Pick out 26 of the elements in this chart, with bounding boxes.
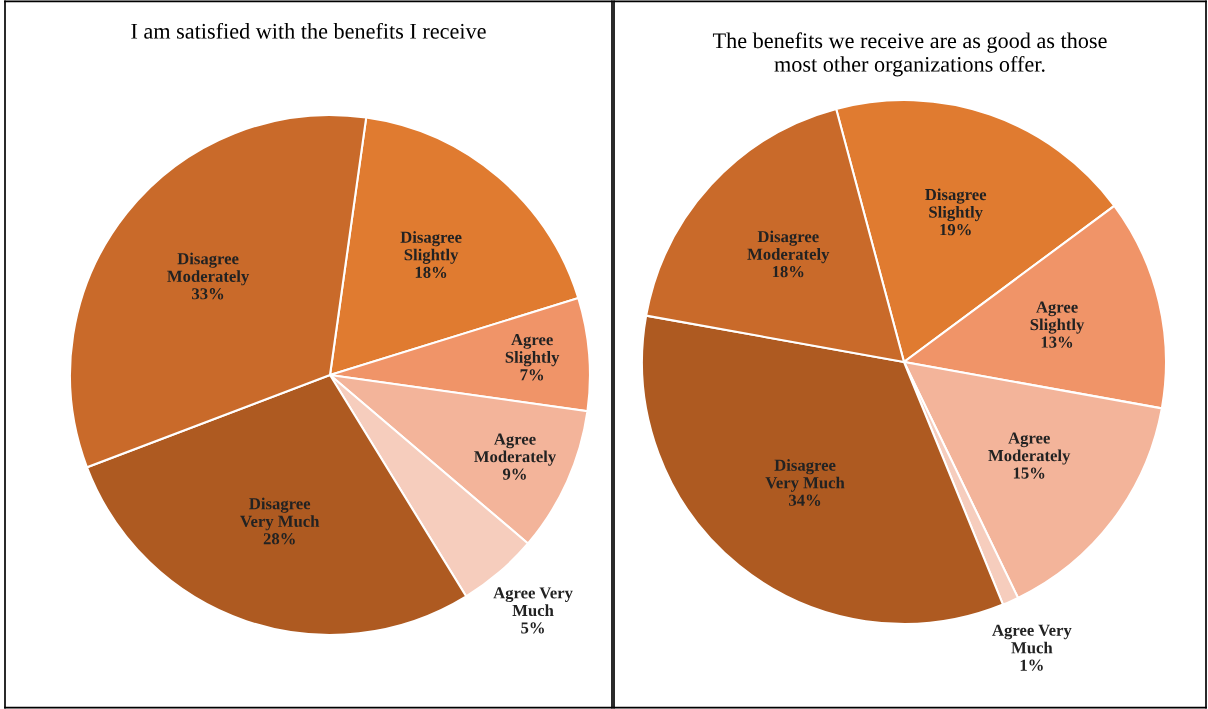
data-label: 18%	[415, 266, 447, 278]
slice-label: Agree Slightly	[505, 334, 560, 367]
chart-title: I am satisfied with the benefits I receive	[131, 22, 486, 39]
data-label: 28%	[263, 533, 295, 545]
slice-label: Agree Moderately	[474, 433, 556, 466]
slice-label: Agree Very Much	[992, 624, 1072, 654]
data-label: 15%	[1013, 467, 1045, 479]
slice-label: Agree Very Much	[493, 587, 573, 617]
data-label: 7%	[520, 369, 544, 381]
chart-title: The benefits we receive are as good as those most other organizations offer.	[712, 32, 1107, 77]
slice-label: Agree Slightly	[1030, 301, 1085, 334]
data-label: 13%	[1041, 336, 1073, 348]
data-label: 18%	[772, 266, 804, 278]
data-label: 9%	[502, 468, 526, 480]
slice-label: Agree Moderately	[988, 432, 1071, 465]
data-label: 1%	[1020, 659, 1043, 671]
data-label: 5%	[521, 622, 544, 634]
slice-label: Disagree Very Much	[240, 497, 320, 531]
slice-label: Disagree Slightly	[400, 231, 462, 264]
slice-label: Disagree Moderately	[167, 252, 250, 286]
data-label: 19%	[940, 224, 971, 236]
slice-label: Disagree Moderately	[747, 230, 830, 264]
slice-label: Disagree Slightly	[925, 188, 987, 222]
data-label: 34%	[789, 494, 821, 506]
slice-label: Disagree Very Much	[765, 459, 845, 492]
data-label: 33%	[192, 288, 224, 300]
